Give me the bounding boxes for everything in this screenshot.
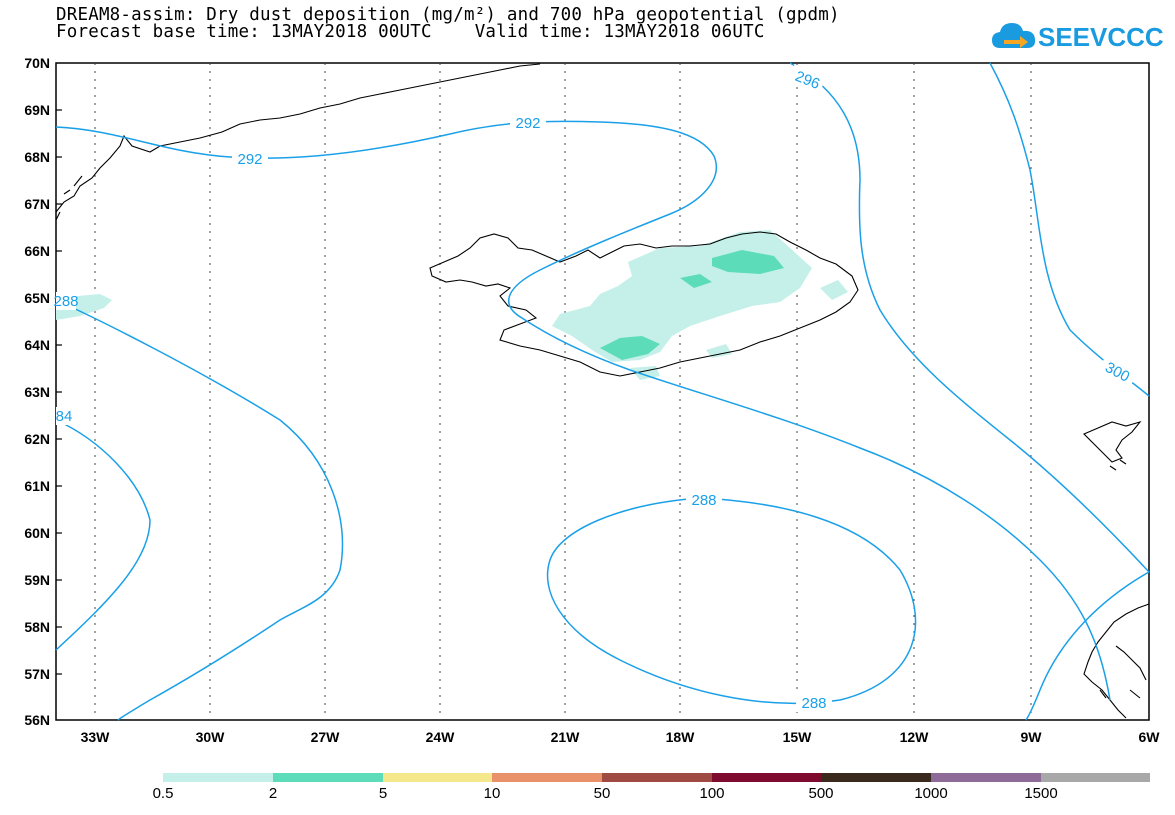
map-title-line1: DREAM8-assim: Dry dust deposition (mg/m²… xyxy=(56,5,840,25)
lat-label: 57N xyxy=(24,666,50,682)
lat-label: 70N xyxy=(24,55,50,71)
legend-swatch xyxy=(383,773,492,782)
greenland-coast-detail xyxy=(55,175,83,221)
lat-label: 65N xyxy=(24,290,50,306)
legend-label: 500 xyxy=(808,785,834,802)
geopotential-contours xyxy=(55,62,1150,721)
lon-label: 15W xyxy=(783,729,813,745)
map-frame xyxy=(55,62,1150,721)
lon-label: 21W xyxy=(551,729,581,745)
faroe-islets xyxy=(1109,459,1127,471)
legend-swatch xyxy=(602,773,712,782)
map-title-line2: Forecast base time: 13MAY2018 00UTC Vali… xyxy=(56,22,765,42)
logo-text: SEEVCCC xyxy=(1038,22,1164,52)
contour-292-west xyxy=(55,120,1111,701)
lon-label: 12W xyxy=(900,729,930,745)
lat-label: 61N xyxy=(24,478,50,494)
lon-label: 6W xyxy=(1139,729,1161,745)
contour-300 xyxy=(989,62,1150,397)
dust-core-north xyxy=(680,274,712,288)
dust-patch-east xyxy=(820,280,848,300)
contour-284 xyxy=(55,299,344,721)
lat-label: 66N xyxy=(24,243,50,259)
legend-swatch xyxy=(273,773,383,782)
contour-296-south xyxy=(1025,571,1150,721)
lon-label: 24W xyxy=(426,729,456,745)
lat-label: 56N xyxy=(24,712,50,728)
scotland-coast xyxy=(1083,603,1150,719)
lat-label: 68N xyxy=(24,149,50,165)
dust-core-northeast xyxy=(712,250,784,274)
lon-label: 18W xyxy=(666,729,696,745)
lat-label: 64N xyxy=(24,337,50,353)
lat-ticks xyxy=(56,109,62,675)
legend-swatch xyxy=(931,773,1041,782)
contour-label: 84 xyxy=(56,408,73,425)
contour-label: 288 xyxy=(691,492,716,509)
lat-label: 58N xyxy=(24,619,50,635)
lon-label: 30W xyxy=(196,729,226,745)
legend-label: 2 xyxy=(268,785,278,802)
legend-swatch xyxy=(492,773,602,782)
lon-label: 27W xyxy=(311,729,341,745)
contour-label: 288 xyxy=(53,293,78,310)
greenland-coast xyxy=(55,63,541,213)
contour-296 xyxy=(789,62,1150,573)
legend-label: 100 xyxy=(699,785,725,802)
lon-label: 33W xyxy=(81,729,111,745)
lat-label: 62N xyxy=(24,431,50,447)
dust-patch-iceland xyxy=(552,230,812,362)
cloud-arrow-icon xyxy=(992,23,1036,48)
contour-284-west xyxy=(55,419,151,651)
legend-swatch xyxy=(1041,773,1150,782)
lat-label: 67N xyxy=(24,196,50,212)
lat-label: 60N xyxy=(24,525,50,541)
legend-label: 1500 xyxy=(1024,785,1058,802)
contour-288-closed xyxy=(546,497,917,705)
dust-deposition-shading xyxy=(56,230,848,380)
lat-label: 63N xyxy=(24,384,50,400)
lat-label: 69N xyxy=(24,102,50,118)
contour-label-halos xyxy=(56,64,1139,712)
contour-label: 292 xyxy=(515,115,540,132)
lat-label: 59N xyxy=(24,572,50,588)
legend-label: 5 xyxy=(378,785,388,802)
scotland-islands xyxy=(1099,645,1147,699)
grid-lines xyxy=(94,63,1032,720)
legend-swatch xyxy=(163,773,273,782)
dust-patch-southeast xyxy=(706,344,732,358)
dust-core-south xyxy=(600,336,660,360)
legend-swatch xyxy=(821,773,931,782)
coastlines xyxy=(55,63,1150,719)
contour-label: 292 xyxy=(237,151,262,168)
legend-swatch xyxy=(712,773,821,782)
iceland-coast xyxy=(429,231,859,377)
seevccc-logo: SEEVCCC xyxy=(990,18,1164,58)
contour-label: 288 xyxy=(801,695,826,712)
faroe-coast xyxy=(1083,420,1142,463)
legend-label: 50 xyxy=(593,785,611,802)
legend-label: 0.5 xyxy=(152,785,174,802)
legend-label: 1000 xyxy=(914,785,948,802)
legend-label: 10 xyxy=(483,785,501,802)
lon-label: 9W xyxy=(1021,729,1043,745)
